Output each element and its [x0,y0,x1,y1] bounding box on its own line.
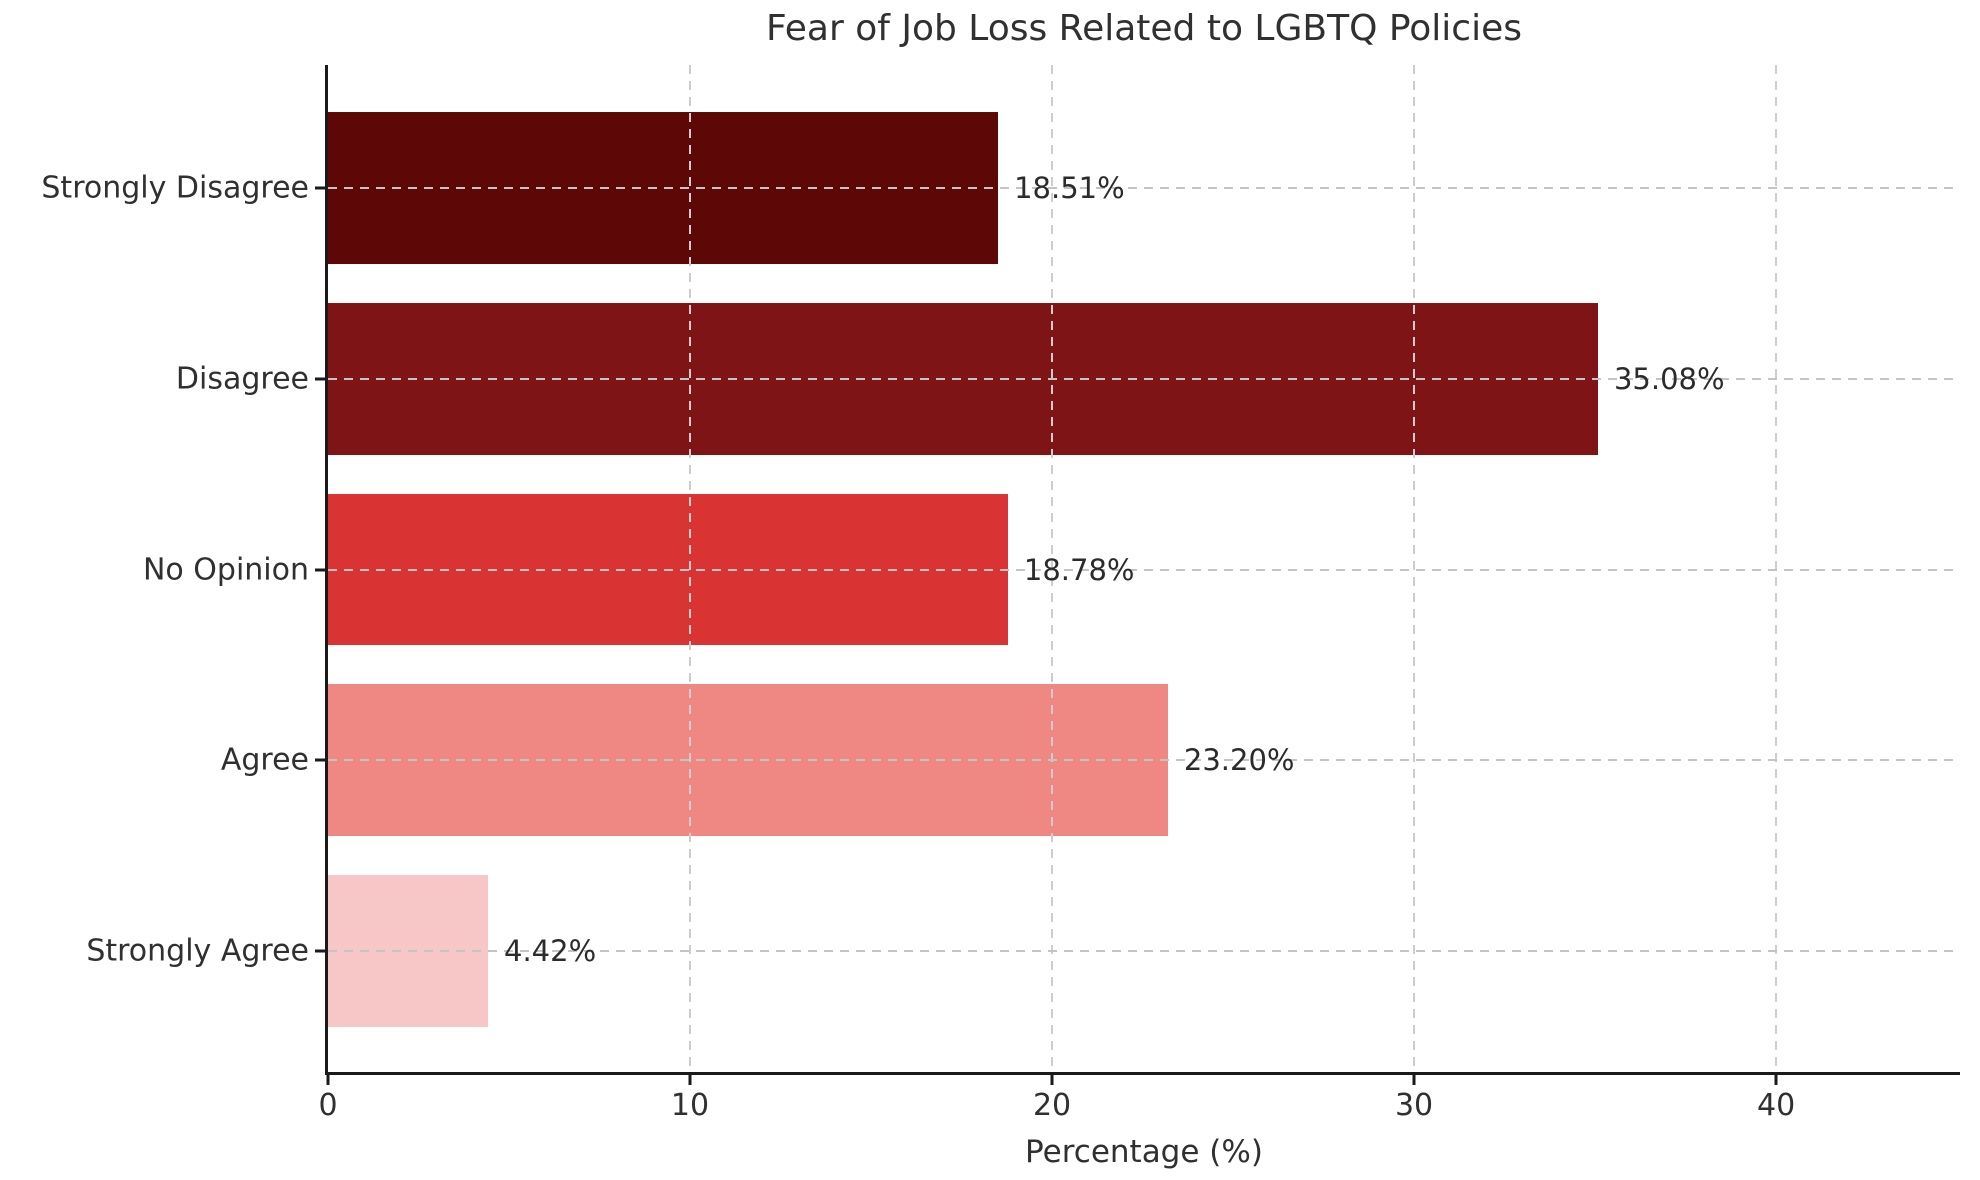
x-tick-label: 40 [1756,1088,1796,1123]
gridline-horizontal [328,377,1960,380]
y-category-label: Agree [220,742,309,778]
bar-value-label: 4.42% [504,934,597,969]
y-axis-tick [315,186,325,190]
bar-value-label: 23.20% [1183,743,1295,778]
gridline-horizontal [328,186,1960,189]
y-axis-tick [315,568,325,571]
y-category-label: No Opinion [142,552,309,587]
x-tick-label: 0 [318,1088,338,1123]
y-axis-tick [315,949,325,953]
x-axis-tick [1774,1075,1778,1085]
y-category-label: Strongly Disagree [41,170,309,206]
x-tick-label: 10 [670,1088,710,1123]
x-axis-tick [326,1075,330,1085]
x-axis-tick [1412,1075,1416,1085]
x-axis-tick [688,1075,692,1085]
y-axis-tick [315,758,325,762]
x-axis-label: Percentage (%) [1025,1134,1263,1170]
y-category-label: Disagree [175,361,309,397]
gridline-horizontal [328,568,1960,571]
gridline-horizontal [328,759,1960,762]
gridline-horizontal [328,950,1960,953]
x-tick-label: 20 [1032,1088,1072,1123]
plot-area: 0 10 20 30 40 Strongly Disagree 18.51% Disagree… [41,65,1960,1123]
chart-title: Fear of Job Loss Related to LGBTQ Polici… [766,8,1522,49]
x-axis-tick [1050,1075,1054,1085]
bar-value-label: 18.51% [1014,170,1125,205]
bar-value-label: 18.78% [1023,552,1135,587]
y-axis-tick [315,377,325,381]
y-category-label: Strongly Agree [86,933,309,969]
bar-value-label: 35.08% [1613,361,1725,396]
x-tick-label: 30 [1394,1088,1434,1123]
